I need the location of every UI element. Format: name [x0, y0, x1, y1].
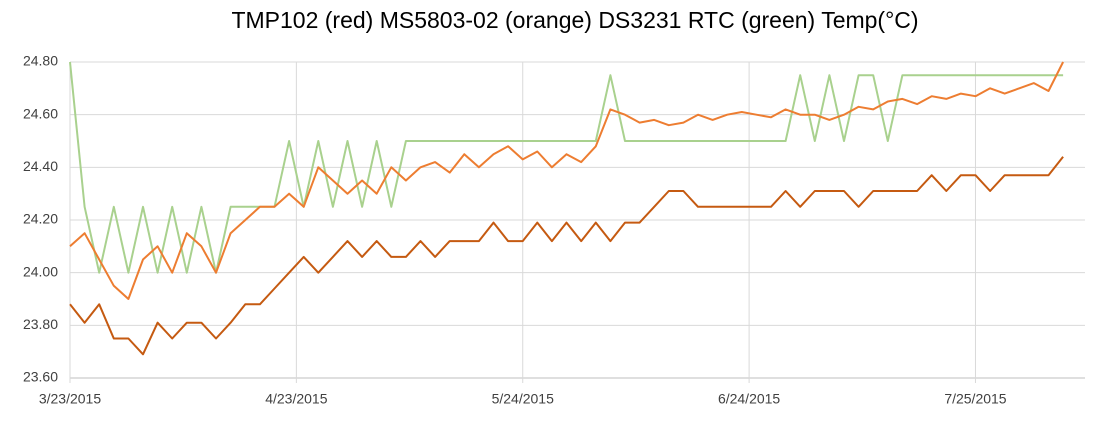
series-line: [69, 156, 1064, 356]
y-tick-label: 24.80: [23, 53, 58, 69]
x-tick-label: 6/24/2015: [718, 391, 780, 407]
y-tick-label: 24.20: [23, 211, 58, 227]
x-tick-label: 3/23/2015: [39, 391, 101, 407]
x-tick-label: 7/25/2015: [944, 391, 1006, 407]
y-tick-label: 24.00: [23, 263, 58, 279]
chart-title: TMP102 (red) MS5803-02 (orange) DS3231 R…: [231, 7, 918, 33]
y-tick-label: 23.60: [23, 369, 58, 385]
y-tick-label: 23.80: [23, 316, 58, 332]
series-line: [69, 61, 1064, 300]
x-tick-label: 4/23/2015: [265, 391, 327, 407]
y-tick-label: 24.60: [23, 105, 58, 121]
y-tick-label: 24.40: [23, 158, 58, 174]
x-tick-label: 5/24/2015: [492, 391, 554, 407]
series-line: [69, 61, 1064, 274]
